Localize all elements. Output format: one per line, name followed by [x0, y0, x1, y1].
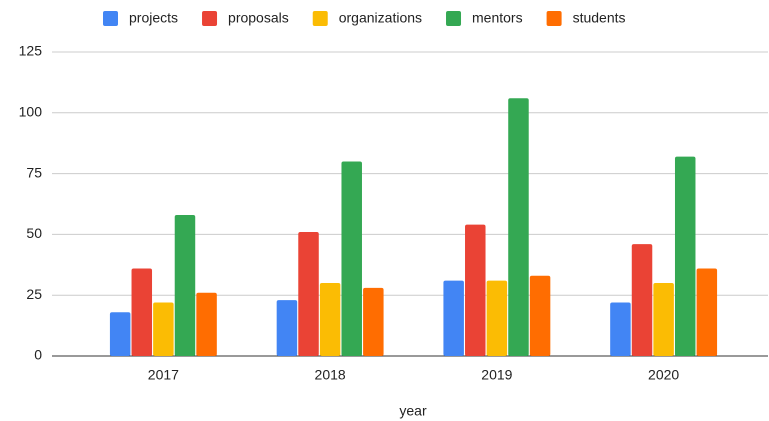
legend-swatch — [446, 11, 462, 26]
legend-label: students — [573, 10, 626, 26]
bar — [443, 280, 464, 356]
y-tick-label: 0 — [34, 347, 42, 363]
legend-label: proposals — [228, 10, 289, 26]
bar — [341, 161, 362, 356]
bar — [109, 312, 131, 356]
bar — [486, 280, 508, 356]
x-tick-label: 2018 — [315, 367, 346, 383]
legend-label: mentors — [472, 10, 523, 26]
x-tick-label: 2020 — [648, 367, 679, 383]
bar — [674, 156, 696, 356]
bar — [631, 244, 653, 356]
bar — [196, 292, 217, 356]
legend-label: projects — [129, 10, 178, 26]
y-tick-label: 25 — [26, 286, 42, 302]
legend-swatch — [202, 11, 218, 26]
bar — [153, 302, 174, 356]
legend-swatch — [546, 11, 562, 26]
bar — [298, 231, 319, 356]
y-tick-label: 100 — [19, 104, 43, 120]
bar — [610, 302, 631, 356]
y-tick-label: 75 — [26, 164, 42, 180]
bar — [696, 268, 718, 356]
legend-swatch — [312, 11, 328, 26]
legend-label: organizations — [339, 10, 422, 26]
bar — [276, 300, 298, 356]
bar — [529, 275, 551, 356]
bar — [131, 268, 153, 356]
bar — [319, 283, 341, 356]
y-tick-label: 125 — [19, 43, 43, 59]
x-tick-label: 2017 — [148, 367, 179, 383]
bar — [465, 224, 486, 356]
bar — [508, 98, 529, 356]
legend-swatch — [103, 11, 118, 26]
x-tick-label: 2019 — [481, 367, 512, 383]
x-axis-label: year — [399, 403, 427, 419]
bar — [174, 214, 196, 356]
bar — [653, 283, 674, 356]
bar — [363, 287, 384, 356]
y-tick-label: 50 — [26, 225, 42, 241]
